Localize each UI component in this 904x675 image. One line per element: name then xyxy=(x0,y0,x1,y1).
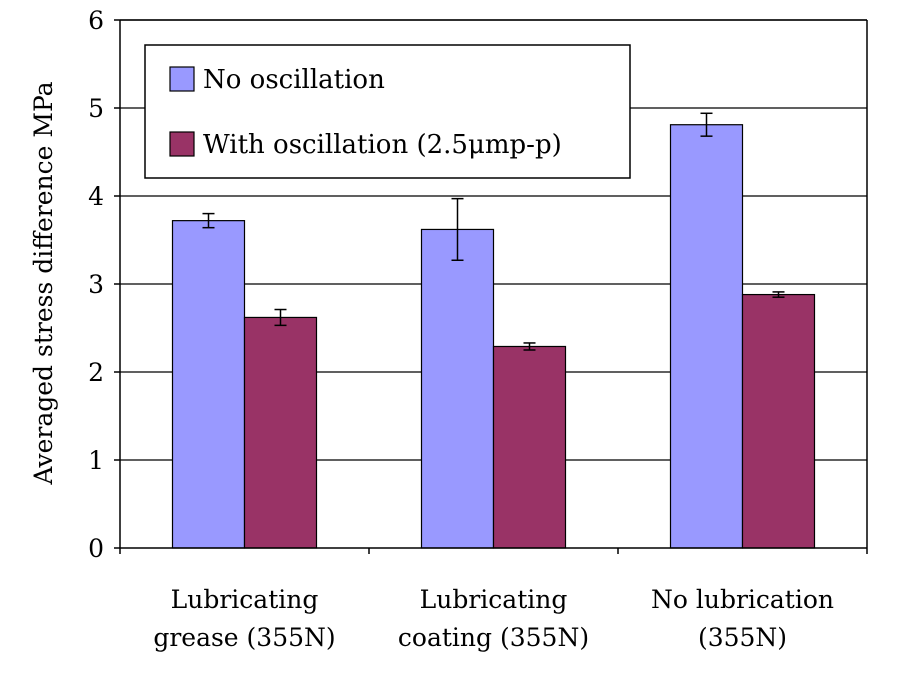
legend: No oscillation With oscillation (2.5μmp-p… xyxy=(144,44,631,179)
legend-box xyxy=(144,44,631,179)
bar xyxy=(171,220,246,549)
bar xyxy=(669,124,744,549)
y-tick-label: 5 xyxy=(88,94,104,123)
error-bars xyxy=(202,112,785,351)
bar xyxy=(741,293,816,549)
bars xyxy=(171,124,816,549)
x-category-label: Lubricating xyxy=(171,585,319,614)
y-tick-label: 6 xyxy=(88,6,104,35)
y-tick-labels: 0 1 2 3 4 5 6 xyxy=(88,6,104,563)
legend-label: With oscillation (2.5μmp-p) xyxy=(203,130,562,160)
bar xyxy=(492,345,567,549)
y-tick-label: 2 xyxy=(88,358,104,387)
x-category-label: No lubrication xyxy=(651,585,834,614)
y-axis-label: Averaged stress difference MPa xyxy=(29,81,58,485)
y-tick-label: 3 xyxy=(88,270,104,299)
y-tick-label: 4 xyxy=(88,182,104,211)
x-category-label: coating (355N) xyxy=(398,623,589,652)
axes xyxy=(114,19,868,554)
y-tick-label: 1 xyxy=(88,446,104,475)
legend-swatch xyxy=(169,66,195,92)
bar xyxy=(243,316,318,549)
x-category-labels: Lubricating grease (355N) Lubricating coati… xyxy=(153,585,834,652)
x-category-label: Lubricating xyxy=(420,585,568,614)
x-category-label: grease (355N) xyxy=(153,623,335,652)
legend-swatch xyxy=(169,131,195,157)
legend-label: No oscillation xyxy=(203,65,385,95)
x-category-label: (355N) xyxy=(698,623,787,652)
bar xyxy=(420,228,495,549)
y-tick-label: 0 xyxy=(88,534,104,563)
